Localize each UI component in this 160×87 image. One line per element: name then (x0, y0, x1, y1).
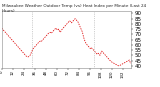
Text: Milwaukee Weather Outdoor Temp (vs) Heat Index per Minute (Last 24 Hours): Milwaukee Weather Outdoor Temp (vs) Heat… (2, 4, 146, 13)
